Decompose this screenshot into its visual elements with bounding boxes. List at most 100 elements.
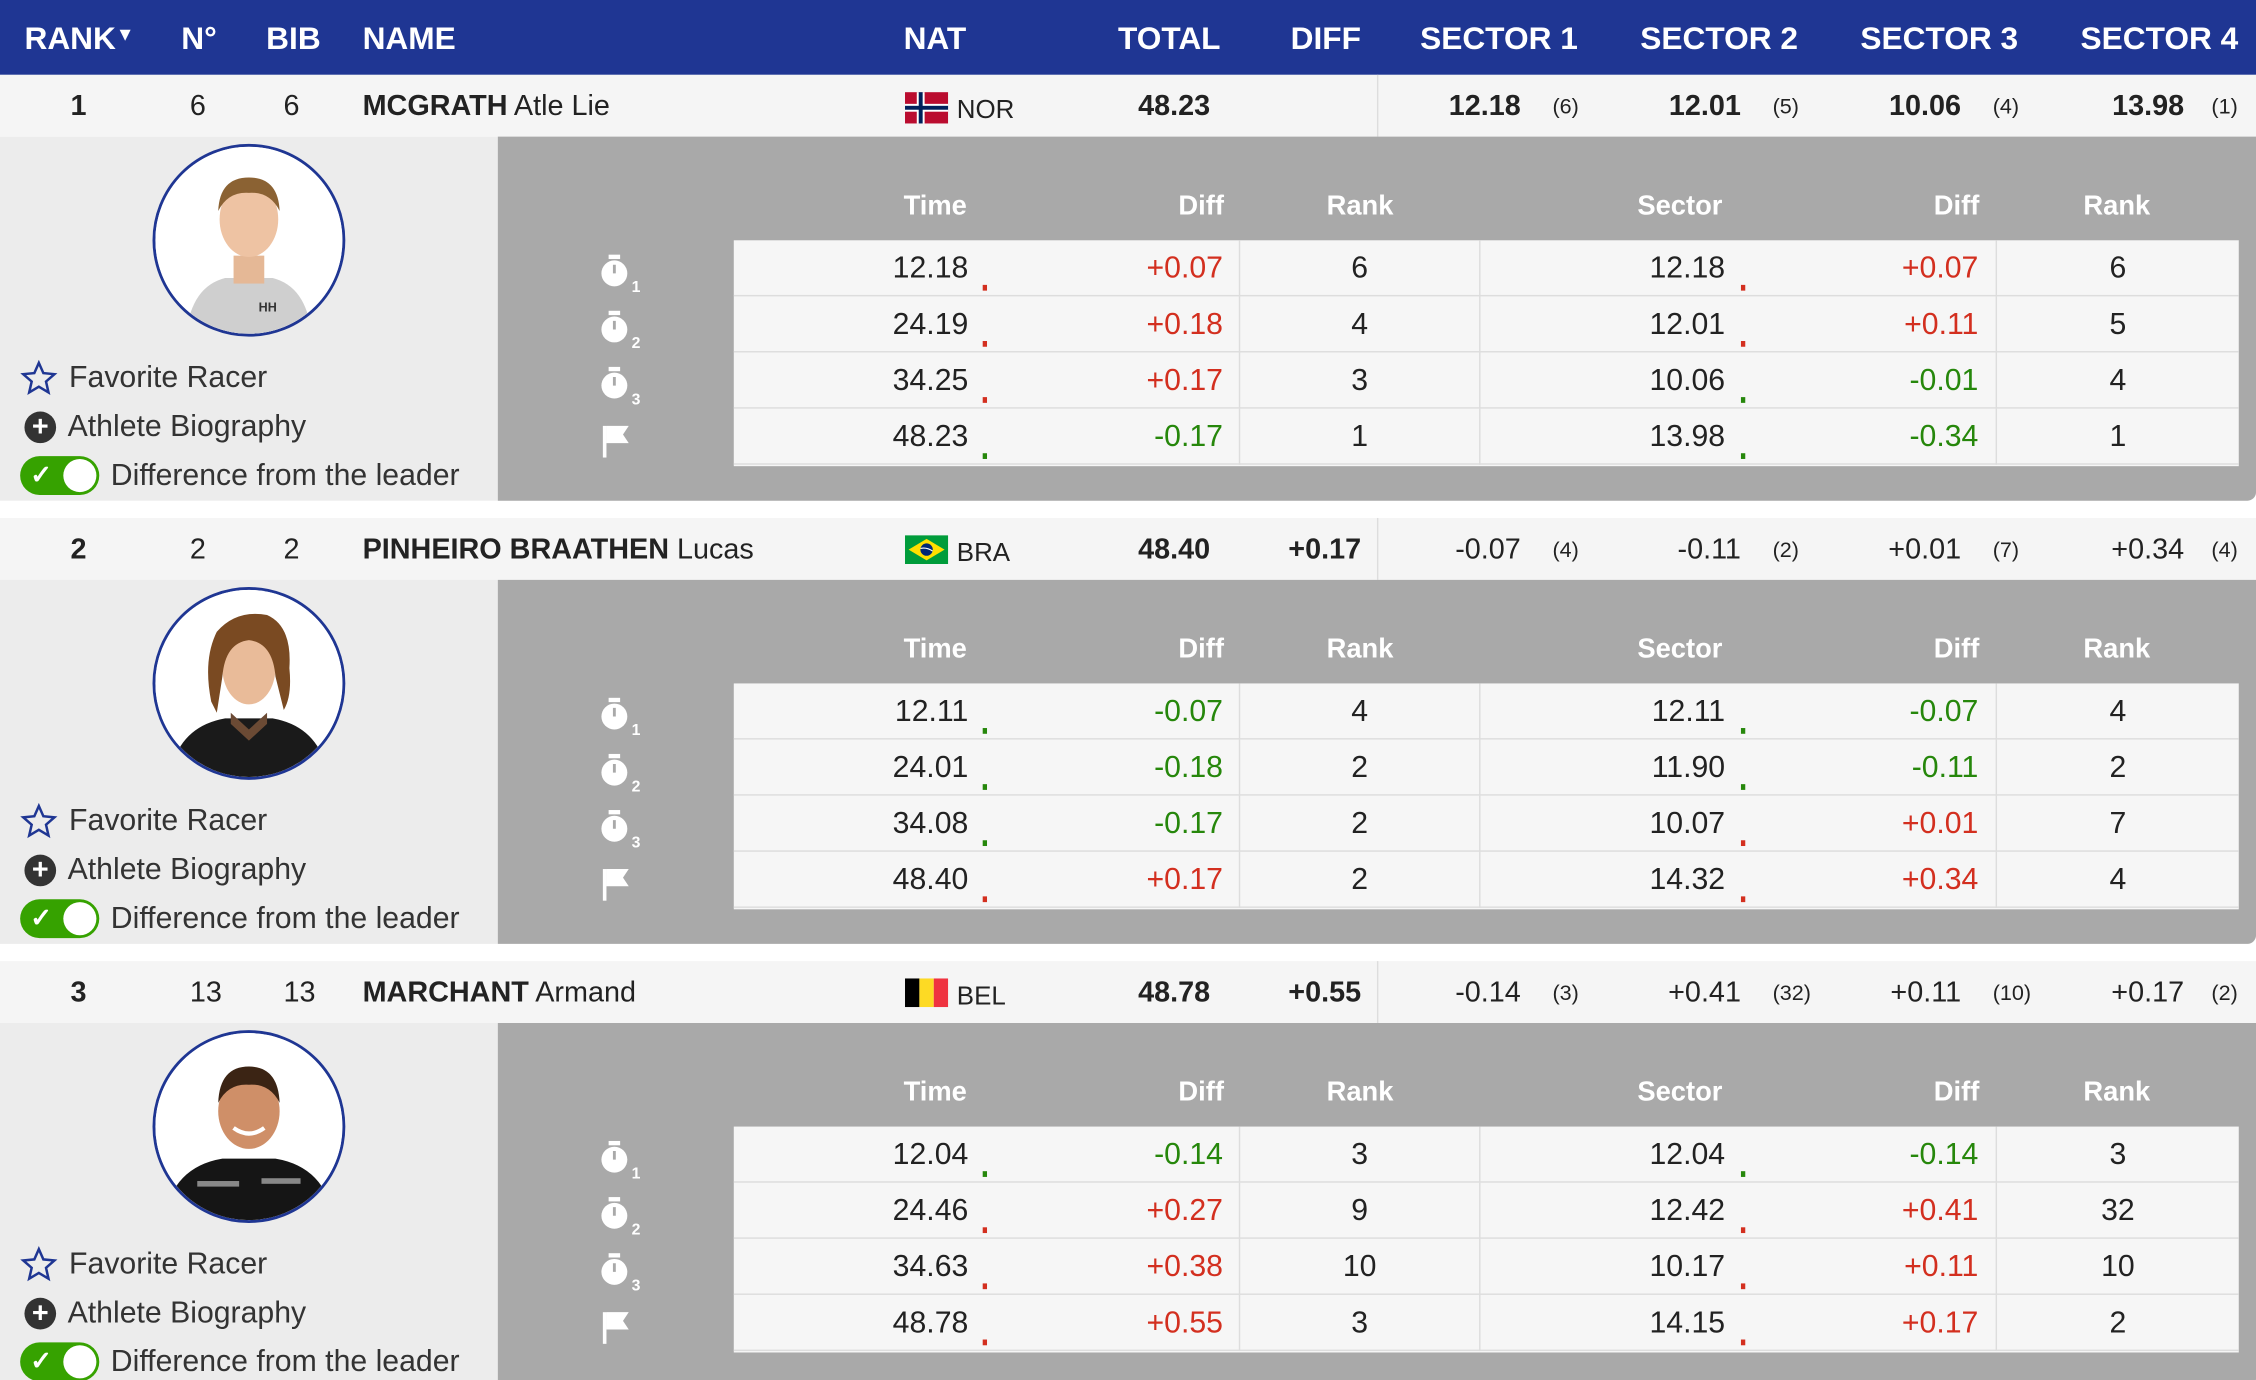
racer-summary-row[interactable]: 1 6 6 MCGRATH Atle Lie NOR 48.23 12.18 (6) 12.01… — [0, 74, 2256, 137]
column-divider — [1995, 1182, 1998, 1239]
sector-diff: -0.14 — [1909, 1138, 1979, 1172]
star-icon — [20, 1246, 58, 1282]
bib-column-header[interactable]: BIB — [266, 20, 321, 57]
split-diff: +0.38 — [1146, 1250, 1223, 1284]
sector-diff: -0.01 — [1909, 364, 1979, 398]
diff-indicator — [982, 1171, 988, 1177]
athlete-biography-button[interactable]: + Athlete Biography — [24, 1296, 306, 1331]
column-divider — [1995, 795, 1998, 852]
toggle-knob — [63, 1345, 97, 1379]
split-diff: -0.18 — [1154, 751, 1223, 785]
column-divider — [1479, 1182, 1481, 1239]
favorite-racer-button[interactable]: Favorite Racer — [20, 359, 267, 397]
racer-name[interactable]: MARCHANT Armand — [363, 977, 636, 1010]
sector4-column-header[interactable]: SECTOR 4 — [2080, 20, 2239, 57]
sector1-column-header[interactable]: SECTOR 1 — [1420, 20, 1578, 57]
total-time: 48.23 — [1138, 90, 1211, 123]
racer-name[interactable]: PINHEIRO BRAATHEN Lucas — [363, 534, 754, 567]
sector2-column-header[interactable]: SECTOR 2 — [1640, 20, 1798, 57]
sector-1-rank: (3) — [1552, 981, 1579, 1006]
sector-diff: +0.11 — [1904, 307, 1979, 341]
nation-code: BRA — [956, 538, 1011, 567]
column-divider — [1479, 408, 1481, 465]
sector-time: 10.17 — [1649, 1250, 1726, 1284]
sector-rank: 6 — [2109, 251, 2127, 285]
column-divider — [1238, 408, 1241, 465]
stopwatch-1-icon: 1 — [599, 696, 645, 739]
svg-text:1: 1 — [632, 722, 641, 736]
difference-toggle[interactable]: ✓ — [20, 456, 100, 495]
racer-summary-row[interactable]: 3 13 13 MARCHANT Armand BEL 48.78 +0.55 -0.14 (3… — [0, 961, 2256, 1023]
diff-column-header: Diff — [1178, 191, 1224, 222]
diff-indicator — [982, 896, 988, 903]
sector-diff-indicator — [1740, 1283, 1746, 1290]
split-time: 34.25 — [892, 364, 969, 398]
country-flag-icon — [905, 978, 949, 1008]
sector-time: 12.01 — [1649, 307, 1726, 341]
sector-rank: 32 — [2101, 1194, 2135, 1228]
sector-3-value: +0.11 — [1890, 976, 1962, 1009]
column-divider — [1479, 795, 1481, 852]
column-divider — [1479, 1294, 1481, 1352]
checkmark-icon: ✓ — [30, 1346, 52, 1376]
svg-text:1: 1 — [632, 1165, 641, 1179]
table-row: 24.46 +0.27 9 12.42 +0.41 32 — [733, 1182, 2239, 1239]
avatar[interactable] — [152, 1030, 346, 1223]
column-divider — [1376, 74, 1379, 137]
favorite-racer-button[interactable]: Favorite Racer — [20, 802, 267, 840]
sector-time: 10.07 — [1649, 807, 1726, 841]
sector-diff-indicator — [1740, 453, 1746, 459]
diff-indicator — [982, 1283, 988, 1290]
sector-diff-column-header: Diff — [1933, 191, 1980, 222]
athlete-biography-label: Athlete Biography — [67, 1296, 307, 1330]
column-divider — [1995, 296, 1998, 353]
difference-label: Difference from the leader — [110, 901, 460, 935]
column-divider — [1995, 683, 1998, 740]
stopwatch-3-icon: 3 — [599, 365, 645, 408]
nat-column-header[interactable]: NAT — [903, 20, 967, 57]
difference-toggle[interactable]: ✓ — [20, 1342, 100, 1380]
sector-1-value: -0.14 — [1455, 976, 1521, 1009]
total-diff: +0.17 — [1288, 533, 1362, 566]
sector-time: 12.42 — [1649, 1194, 1726, 1228]
sector3-column-header[interactable]: SECTOR 3 — [1860, 20, 2019, 57]
difference-toggle[interactable]: ✓ — [20, 899, 100, 939]
sector-diff: +0.01 — [1901, 807, 1979, 841]
racer-profile-panel: HH Favorite Racer + Athlete Biography ✓ Diffe… — [0, 136, 498, 501]
split-rank: 4 — [1351, 694, 1369, 729]
column-divider — [1238, 1182, 1241, 1239]
avatar[interactable]: HH — [152, 143, 346, 337]
difference-from-leader-row: ✓ Difference from the leader — [20, 1342, 460, 1380]
svg-text:2: 2 — [632, 1221, 641, 1235]
total-column-header[interactable]: TOTAL — [1117, 20, 1221, 57]
racer-name[interactable]: MCGRATH Atle Lie — [363, 91, 610, 124]
sector-diff-column-header: Diff — [1933, 1077, 1980, 1108]
rank-column-header: Rank — [1326, 634, 1394, 665]
column-divider — [1479, 739, 1481, 796]
table-row: 12.18 +0.07 6 12.18 +0.07 6 — [733, 240, 2239, 297]
checkmark-icon: ✓ — [30, 460, 52, 490]
finish-flag-icon — [599, 422, 645, 462]
finish-flag-icon — [599, 1308, 645, 1348]
avatar[interactable] — [152, 587, 346, 780]
diff-column-header[interactable]: DIFF — [1290, 20, 1361, 57]
number-column-header[interactable]: N° — [181, 20, 217, 57]
athlete-biography-button[interactable]: + Athlete Biography — [24, 853, 306, 888]
favorite-racer-button[interactable]: Favorite Racer — [20, 1246, 267, 1283]
svg-text:2: 2 — [632, 778, 641, 792]
table-row: 34.08 -0.17 2 10.07 +0.01 7 — [733, 795, 2239, 852]
racer-details: Favorite Racer + Athlete Biography ✓ Differe… — [0, 1022, 2256, 1380]
split-time: 48.78 — [892, 1306, 969, 1340]
column-divider — [1238, 851, 1241, 908]
athlete-biography-button[interactable]: + Athlete Biography — [24, 410, 306, 445]
sector-1-rank: (4) — [1552, 538, 1579, 563]
country-flag-icon — [905, 535, 949, 565]
name-column-header[interactable]: NAME — [362, 20, 456, 57]
difference-label: Difference from the leader — [110, 458, 460, 492]
racer-profile-panel: Favorite Racer + Athlete Biography ✓ Differe… — [0, 1022, 498, 1380]
rank-column-header[interactable]: RANK▼ — [24, 20, 135, 57]
star-icon — [20, 802, 58, 839]
sector-3-rank: (4) — [1992, 94, 2020, 120]
racer-summary-row[interactable]: 2 2 2 PINHEIRO BRAATHEN Lucas BRA 48.40 +0.17 -… — [0, 517, 2256, 580]
